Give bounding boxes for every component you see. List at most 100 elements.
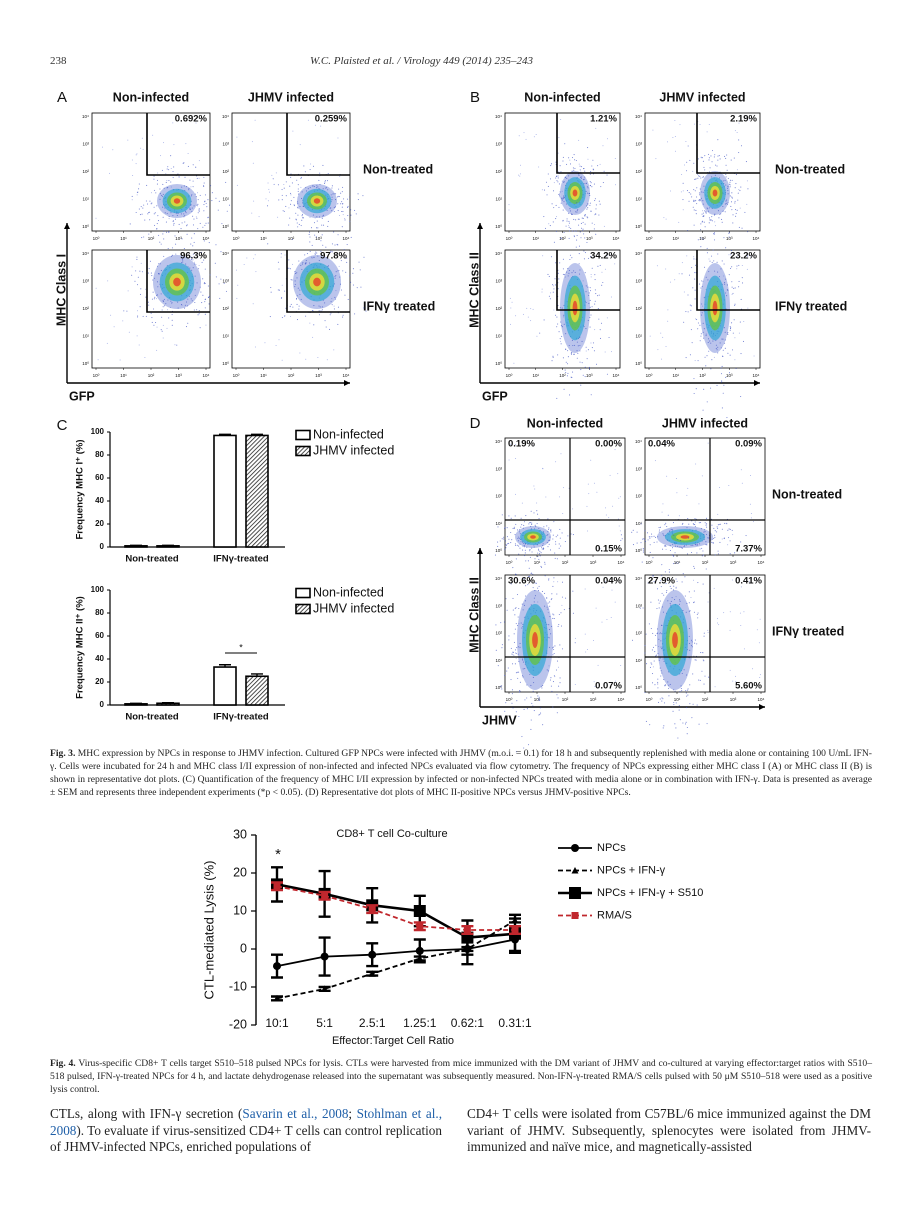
event-dot <box>707 208 709 210</box>
y-tick-label: 0 <box>100 700 105 709</box>
event-dot <box>589 202 591 204</box>
citation-link[interactable]: Stohlman et al., 2008 <box>50 1106 442 1138</box>
event-dot <box>656 541 658 543</box>
event-dot <box>702 212 704 214</box>
event-dot <box>281 199 283 201</box>
event-dot <box>548 543 550 545</box>
event-dot <box>549 615 551 618</box>
event-dot <box>703 297 705 299</box>
event-dot <box>203 203 205 206</box>
citation-link[interactable]: Savarin et al., 2008 <box>242 1106 349 1121</box>
event-dot <box>173 222 175 225</box>
event-dot <box>350 214 352 216</box>
event-dot <box>547 533 549 536</box>
event-dot <box>714 536 716 538</box>
event-dot <box>661 672 663 674</box>
event-dot <box>285 205 287 208</box>
event-dot <box>301 217 304 219</box>
event-dot <box>610 351 612 353</box>
event-dot <box>524 555 526 557</box>
event-dot <box>589 290 592 292</box>
event-dot <box>572 612 574 614</box>
x-tick-label: 10¹ <box>672 373 679 378</box>
event-dot <box>340 192 342 194</box>
event-dot <box>149 211 151 213</box>
event-dot <box>578 253 580 255</box>
event-dot <box>552 534 554 536</box>
event-dot <box>107 280 109 282</box>
event-dot <box>698 543 701 545</box>
event-dot <box>162 206 164 208</box>
label: IFNγ treated <box>363 299 435 313</box>
event-dot <box>667 681 669 683</box>
event-dot <box>290 303 292 305</box>
event-dot <box>522 661 525 663</box>
event-dot <box>311 256 313 258</box>
event-dot <box>534 558 536 560</box>
event-dot <box>221 223 223 225</box>
event-dot <box>190 256 192 258</box>
event-dot <box>690 644 692 646</box>
event-dot <box>689 354 691 356</box>
event-dot <box>587 204 589 206</box>
x-tick-label: 10² <box>559 373 566 378</box>
event-dot <box>325 187 327 189</box>
event-dot <box>584 366 586 368</box>
event-dot <box>580 237 582 239</box>
label: 27.9% <box>648 576 675 587</box>
event-dot <box>694 278 696 280</box>
event-dot <box>530 684 532 687</box>
event-dot <box>590 342 592 344</box>
event-dot <box>549 679 551 681</box>
event-dot <box>672 589 675 591</box>
event-dot <box>686 255 688 257</box>
event-dot <box>516 529 519 531</box>
event-dot <box>726 199 728 201</box>
event-dot <box>759 676 761 678</box>
event-dot <box>311 257 313 259</box>
event-dot <box>681 690 683 692</box>
event-dot <box>585 346 587 348</box>
event-dot <box>305 187 307 189</box>
gate <box>146 113 210 176</box>
event-dot <box>658 527 660 529</box>
event-dot <box>350 281 352 283</box>
event-dot <box>591 222 593 224</box>
event-dot <box>594 274 596 276</box>
event-dot <box>142 148 144 150</box>
x-tick-label: 10² <box>702 560 709 565</box>
event-dot <box>163 230 165 232</box>
legend-swatch <box>295 429 311 441</box>
event-dot <box>739 321 741 323</box>
event-dot <box>329 207 331 209</box>
event-dot <box>541 189 543 191</box>
event-dot <box>309 231 311 233</box>
event-dot <box>713 156 715 158</box>
event-dot <box>584 633 586 635</box>
event-dot <box>660 670 662 672</box>
event-dot <box>200 291 202 293</box>
event-dot <box>135 163 137 165</box>
event-dot <box>644 652 646 654</box>
event-dot <box>293 205 296 207</box>
event-dot <box>681 547 684 549</box>
event-dot <box>182 258 184 260</box>
event-dot <box>168 169 170 171</box>
event-dot <box>113 326 115 328</box>
event-dot <box>734 187 736 189</box>
event-dot <box>514 543 516 545</box>
event-dot <box>147 213 149 215</box>
event-dot <box>140 262 142 264</box>
event-dot <box>587 158 589 160</box>
event-dot <box>659 600 661 602</box>
event-dot <box>255 271 257 273</box>
event-dot <box>729 629 731 631</box>
event-dot <box>714 554 716 556</box>
event-dot <box>605 507 607 509</box>
event-dot <box>584 170 586 172</box>
event-dot <box>538 166 540 168</box>
event-dot <box>693 611 695 613</box>
event-dot <box>562 268 564 270</box>
event-dot <box>294 280 296 282</box>
event-dot <box>275 345 277 347</box>
